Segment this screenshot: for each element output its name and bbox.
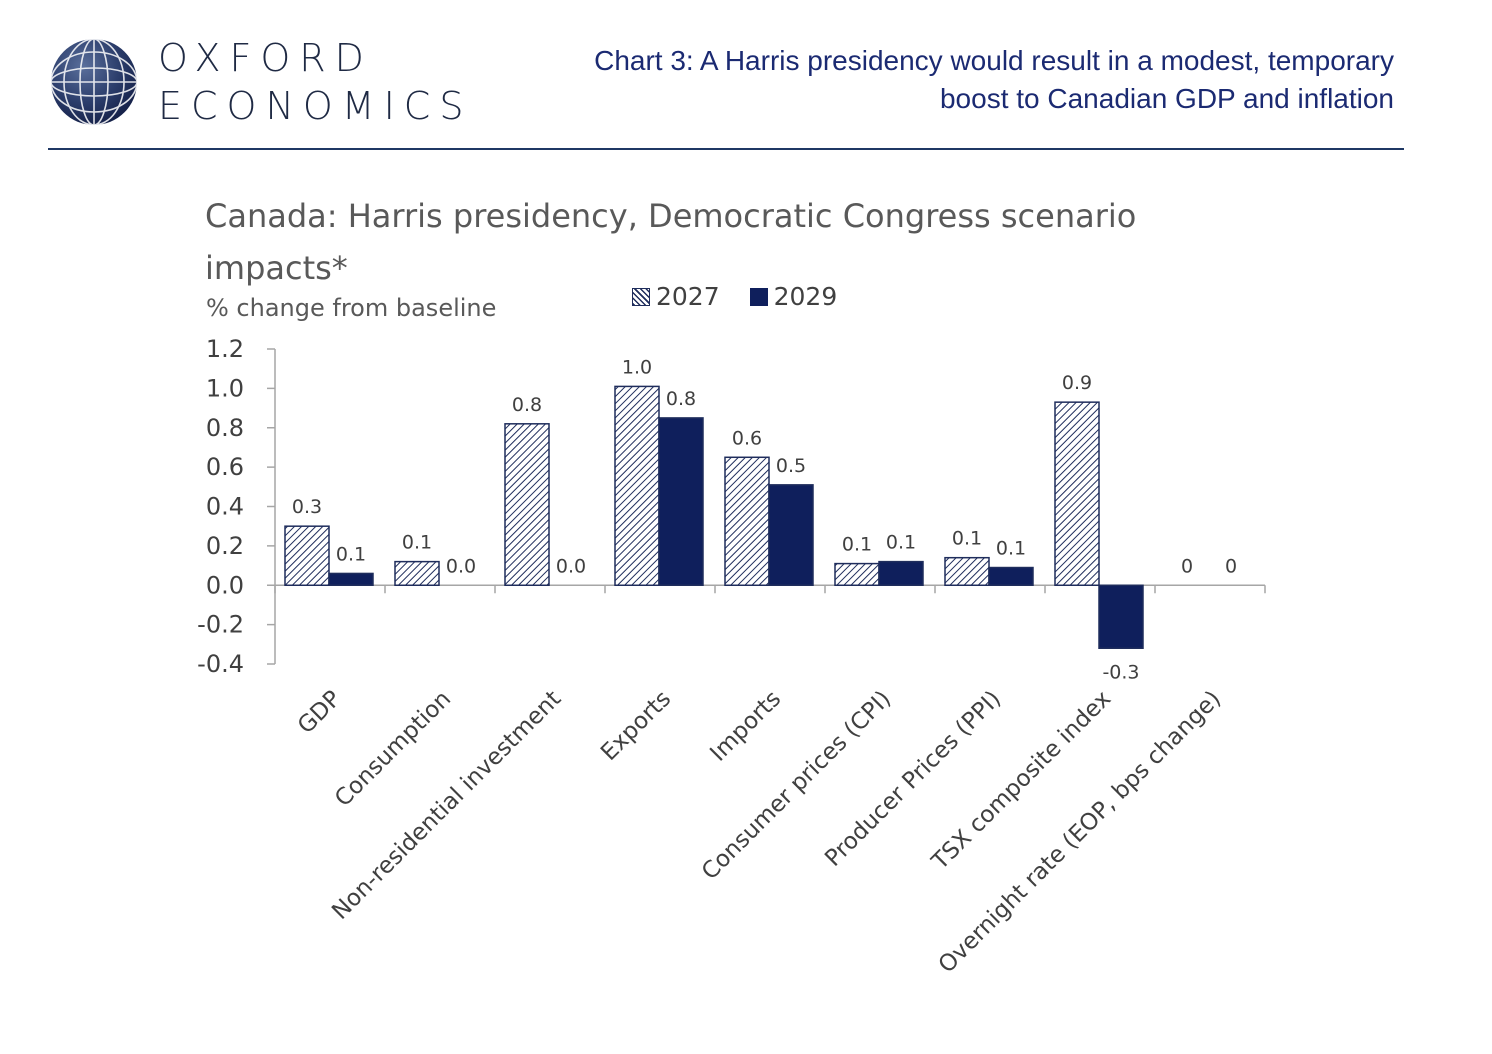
y-tick-label: 0.8 (206, 414, 244, 442)
chart-legend: 2027 2029 (632, 282, 837, 311)
legend-label-2027: 2027 (656, 282, 720, 311)
data-label-2029: 0.1 (336, 543, 366, 565)
header-divider (48, 148, 1404, 150)
bar-2029 (658, 417, 704, 586)
header-title-line2: boost to Canadian GDP and inflation (939, 83, 1394, 114)
data-label-2029: 0.0 (556, 555, 586, 577)
chart-title-line2: impacts* (205, 249, 348, 287)
header-title: Chart 3: A Harris presidency would resul… (474, 42, 1394, 118)
bar-2029 (878, 560, 924, 586)
bar-2029 (768, 484, 814, 586)
data-label-2029: -0.3 (1102, 661, 1139, 683)
brand-line1: OXFORD (158, 36, 373, 80)
category-label: Consumption (330, 686, 456, 812)
y-tick-label: 0.0 (206, 571, 244, 599)
y-tick-label: 0.4 (206, 493, 244, 521)
chart-title: Canada: Harris presidency, Democratic Co… (205, 190, 1205, 294)
bar-2027 (944, 556, 990, 586)
data-label-2027: 0.1 (402, 532, 432, 554)
legend-swatch-hatched (632, 287, 650, 306)
legend-item-2027: 2027 (632, 282, 720, 311)
data-label-2029: 0.0 (446, 555, 476, 577)
bar-2027 (394, 560, 440, 586)
bars (284, 385, 1144, 649)
data-label-2027: 0.9 (1062, 372, 1092, 394)
category-label: TSX composite index (927, 686, 1117, 876)
category-label: Producer Prices (PPI) (820, 686, 1006, 872)
category-label: GDP (293, 686, 346, 739)
brand-line2: ECONOMICS (158, 84, 473, 128)
category-label: Exports (596, 686, 676, 766)
y-tick-label: -0.4 (197, 650, 244, 678)
category-label: Consumer prices (CPI) (697, 686, 896, 885)
bar-2027 (614, 385, 660, 586)
y-axis: 1.2 1.0 0.8 0.6 0.4 0.2 0.0 -0.2 -0.4 (197, 335, 276, 678)
legend-swatch-solid (749, 287, 768, 306)
category-label: Non-residential investment (327, 686, 566, 925)
data-label-2027: 0.1 (842, 534, 872, 556)
legend-label-2029: 2029 (773, 282, 838, 311)
legend-item-2029: 2029 (749, 282, 838, 311)
data-label-2027: 0.6 (732, 427, 762, 449)
y-tick-label: 1.2 (206, 335, 244, 363)
bar-2029 (328, 572, 374, 586)
data-label-2027: 0.8 (512, 394, 542, 416)
bar-2027 (504, 423, 550, 586)
bar-2029 (988, 566, 1034, 586)
bar-2027 (1054, 401, 1100, 586)
chart-title-line1: Canada: Harris presidency, Democratic Co… (205, 197, 1137, 235)
category-label: Imports (705, 686, 786, 767)
chart-y-unit-label: % change from baseline (206, 294, 497, 322)
data-label-2027: 0 (1181, 555, 1193, 577)
y-tick-label: 0.2 (206, 532, 244, 560)
data-label-2027: 1.0 (622, 356, 652, 378)
data-label-2027: 0.1 (952, 528, 982, 550)
data-label-2029: 0.5 (776, 455, 806, 477)
header-title-line1: Chart 3: A Harris presidency would resul… (594, 45, 1394, 76)
data-label-2029: 0.1 (996, 538, 1026, 560)
bar-2029 (1098, 584, 1144, 649)
oxford-economics-logo: OXFORD ECONOMICS (48, 36, 463, 132)
y-tick-label: 1.0 (206, 374, 244, 402)
bar-2027 (284, 525, 330, 586)
data-label-2027: 0.3 (292, 496, 322, 518)
data-label-2029: 0 (1225, 555, 1237, 577)
bar-2027 (724, 456, 770, 586)
globe-icon (50, 38, 138, 126)
data-label-2029: 0.1 (886, 532, 916, 554)
bar-2027 (834, 562, 880, 586)
data-label-2029: 0.8 (666, 388, 696, 410)
y-tick-label: -0.2 (197, 611, 244, 639)
y-tick-label: 0.6 (206, 453, 244, 481)
data-labels: 0.3 0.1 0.1 0.0 0.8 0.0 1.0 0.8 0.6 0.5 0.1 0.1 0.1 0… (292, 356, 1237, 683)
